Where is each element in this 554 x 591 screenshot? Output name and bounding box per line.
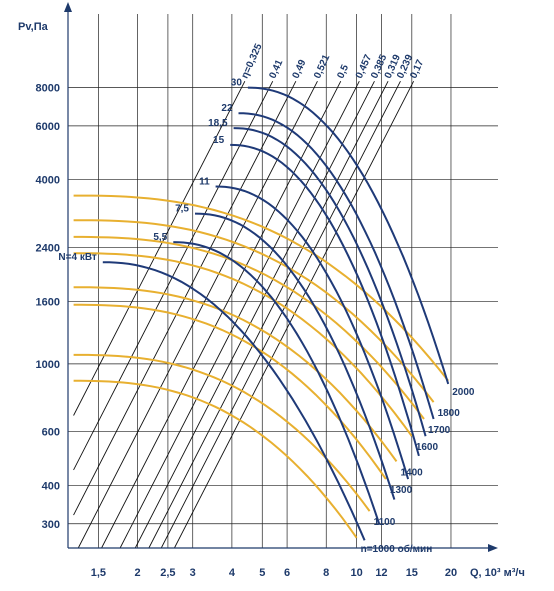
power-label: 11 — [199, 177, 210, 188]
speed-label: 1300 — [390, 485, 413, 496]
x-tick-label: 8 — [323, 567, 329, 579]
power-label: 15 — [213, 135, 225, 146]
speed-curve — [73, 303, 387, 480]
efficiency-line — [77, 80, 318, 549]
efficiency-line — [73, 80, 274, 471]
speed-label: n=1000 об/мин — [361, 543, 433, 555]
x-tick-label: 5 — [259, 567, 265, 579]
power-label: 22 — [221, 103, 233, 114]
power-curve — [102, 261, 366, 541]
y-tick-label: 400 — [42, 481, 60, 493]
efficiency-line — [119, 80, 360, 549]
x-axis-arrow — [488, 544, 498, 552]
power-label: 5,5 — [153, 232, 167, 243]
x-tick-label: 4 — [229, 567, 236, 579]
x-tick-label: 3 — [190, 567, 196, 579]
x-tick-label: 10 — [350, 567, 362, 579]
x-tick-label: 6 — [284, 567, 290, 579]
speed-label: 1100 — [374, 517, 396, 528]
speed-curve — [73, 252, 413, 437]
power-curves — [102, 86, 450, 541]
efficiency-line — [160, 80, 401, 549]
tick-labels: 1,5 2 2,5 3 4 5 6 8 10 12 15 20 300 400 600 1000 1600 240… — [36, 83, 458, 579]
x-tick-label: 20 — [445, 567, 457, 579]
efficiency-label: 0,41 — [267, 58, 285, 81]
x-tick-label: 2 — [134, 567, 140, 579]
power-curve — [238, 112, 435, 420]
y-tick-label: 4000 — [36, 175, 60, 187]
x-axis-title: Q, 10³ м³/ч — [470, 567, 525, 579]
efficiency-label: 0,521 — [312, 53, 332, 81]
speed-label: 2000 — [452, 387, 475, 398]
efficiency-line — [134, 80, 375, 549]
power-curve — [173, 241, 381, 525]
speed-label: 1400 — [400, 467, 423, 478]
power-curve — [194, 212, 396, 500]
speed-curve — [73, 286, 398, 462]
efficiency-label: 0,49 — [291, 58, 309, 81]
y-tick-label: 2400 — [36, 243, 60, 255]
efficiency-label: η=0,325 — [240, 42, 265, 81]
power-curve — [230, 143, 420, 457]
y-axis-arrow — [64, 2, 72, 12]
x-tick-label: 15 — [406, 567, 418, 579]
speed-label: 1600 — [416, 442, 439, 453]
speed-curve — [73, 353, 371, 512]
y-tick-label: 1000 — [36, 359, 60, 371]
efficiency-line — [73, 80, 246, 416]
efficiency-label: 0,5 — [335, 63, 351, 81]
y-axis-title: Pv,Па — [18, 21, 49, 33]
power-curve — [233, 127, 427, 437]
speed-label: 1700 — [428, 425, 451, 436]
speed-curve — [73, 235, 425, 420]
power-label: 30 — [231, 78, 243, 89]
x-tick-label: 12 — [375, 567, 387, 579]
power-curve — [247, 86, 450, 385]
speed-curve — [73, 379, 358, 539]
speed-curve — [73, 219, 435, 403]
power-label: 18,5 — [208, 118, 228, 129]
curve-labels: η=0,325 0,41 0,49 0,521 0,5 0,4570,3850,3190,… — [58, 42, 474, 555]
y-tick-label: 600 — [42, 427, 60, 439]
y-tick-label: 8000 — [36, 83, 60, 95]
y-tick-label: 6000 — [36, 121, 60, 133]
power-label: N=4 кВт — [58, 252, 96, 263]
efficiency-line — [148, 80, 389, 549]
speed-label: 1800 — [438, 408, 461, 419]
power-curve — [215, 185, 410, 480]
y-tick-label: 300 — [42, 519, 60, 531]
x-tick-label: 1,5 — [91, 567, 106, 579]
grid — [68, 14, 498, 548]
y-tick-label: 1600 — [36, 296, 60, 308]
axes — [64, 2, 498, 552]
x-tick-label: 2,5 — [160, 567, 175, 579]
power-label: 7,5 — [175, 204, 189, 215]
